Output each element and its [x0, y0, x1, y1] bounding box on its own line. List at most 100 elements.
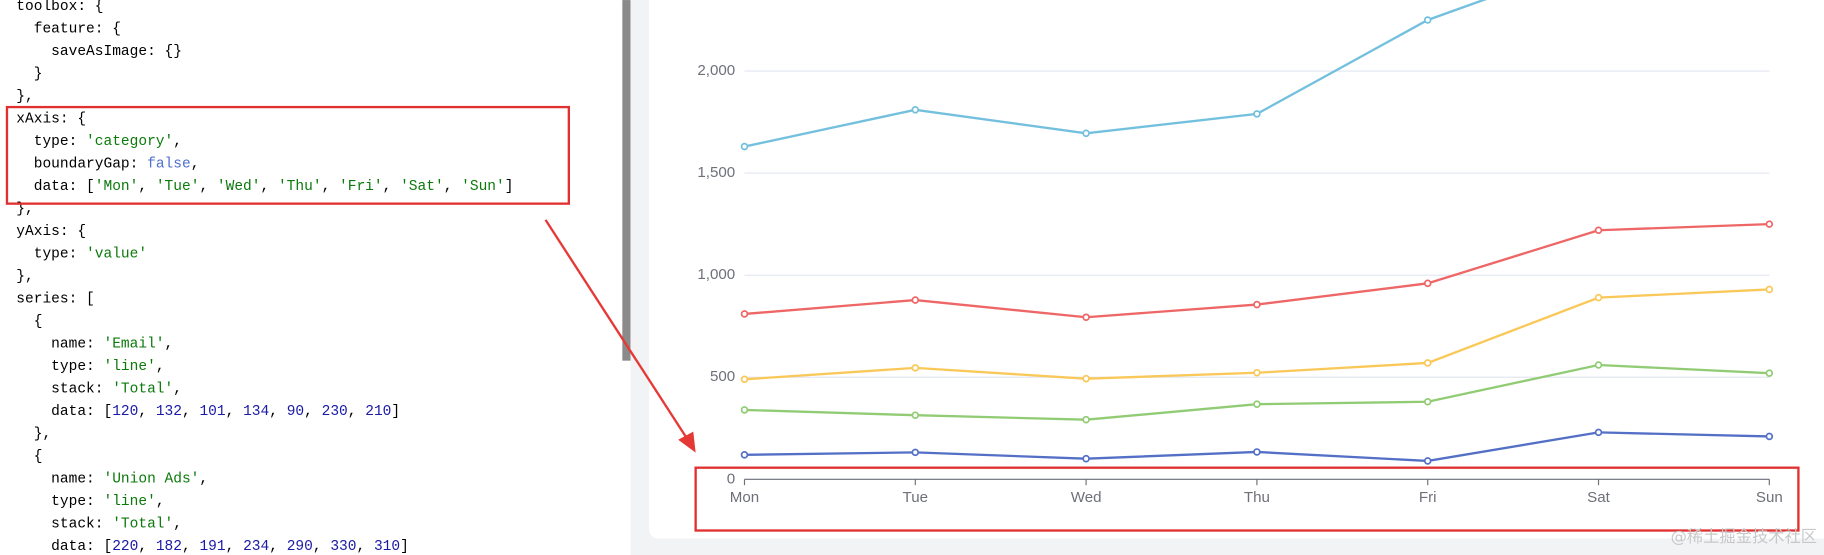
- code-token: ,: [357, 539, 374, 555]
- code-token: stack:: [16, 381, 112, 397]
- y-tick-label: 2,000: [697, 62, 735, 79]
- code-token: type:: [16, 134, 86, 150]
- code-token: {: [16, 314, 42, 330]
- data-point: [1765, 369, 1774, 377]
- data-point: [1765, 285, 1774, 294]
- code-token: 132: [156, 404, 182, 420]
- code-line: series: [: [16, 291, 94, 307]
- code-line: boundaryGap: false,: [16, 156, 199, 172]
- code-token: ,: [191, 156, 200, 172]
- x-tick-label: Thu: [1244, 489, 1270, 506]
- data-point: [1423, 457, 1432, 465]
- code-token: ,: [199, 179, 216, 195]
- data-point: [1594, 361, 1603, 369]
- code-line: yAxis: {: [16, 224, 86, 240]
- code-token: ,: [348, 404, 365, 420]
- code-token: ,: [156, 494, 165, 510]
- code-line: type: 'value': [16, 246, 147, 262]
- code-line: type: 'category',: [16, 134, 182, 150]
- data-point: [1594, 293, 1603, 302]
- code-token: false: [147, 156, 191, 172]
- code-token: ,: [304, 404, 321, 420]
- data-point: [1082, 415, 1090, 424]
- code-token: ,: [138, 179, 155, 195]
- code-token: data: [: [16, 539, 112, 555]
- code-token: name:: [16, 336, 103, 352]
- code-token: {: [16, 449, 42, 465]
- code-token: type:: [16, 246, 86, 262]
- code-token: ]: [400, 539, 409, 555]
- code-token: 'Total': [112, 516, 173, 532]
- code-token: stack:: [16, 516, 112, 532]
- code-line: toolbox: {: [16, 0, 103, 15]
- code-token: toolbox: {: [16, 0, 103, 15]
- code-token: },: [16, 269, 33, 285]
- code-token: ,: [165, 336, 174, 352]
- code-token: yAxis: {: [16, 224, 86, 240]
- code-line: data: [120, 132, 101, 134, 90, 230, 210]: [16, 404, 400, 420]
- code-token: 'Thu': [278, 179, 322, 195]
- code-line: name: 'Union Ads',: [16, 471, 208, 487]
- code-line: data: ['Mon', 'Tue', 'Wed', 'Thu', 'Fri'…: [16, 179, 513, 195]
- code-line: stack: 'Total',: [16, 381, 182, 397]
- chart-panel: [649, 0, 1824, 539]
- data-point: [1594, 428, 1603, 437]
- data-point: [911, 106, 920, 114]
- code-token: ,: [199, 471, 208, 487]
- highlight-box: [5, 105, 570, 205]
- code-token: 'Union Ads': [103, 471, 199, 487]
- code-line: data: [220, 182, 191, 234, 290, 330, 310…: [16, 539, 409, 555]
- y-tick-label: 500: [710, 368, 735, 385]
- code-line: xAxis: {: [16, 111, 86, 127]
- data-point: [1423, 16, 1432, 24]
- data-point: [1253, 448, 1261, 456]
- data-point: [1765, 220, 1774, 228]
- code-token: saveAsImage: {}: [16, 44, 182, 60]
- code-token: ,: [182, 539, 199, 555]
- scrollbar[interactable]: [622, 0, 631, 361]
- data-point: [911, 364, 920, 372]
- code-token: ,: [322, 179, 339, 195]
- x-tick-label: Tue: [903, 489, 928, 506]
- code-token: ,: [226, 539, 243, 555]
- x-tick-label: Wed: [1071, 489, 1102, 506]
- code-token: },: [16, 426, 51, 442]
- data-point: [1082, 374, 1090, 383]
- data-point: [1082, 313, 1090, 322]
- data-point: [1253, 400, 1261, 408]
- code-token: 234: [243, 539, 269, 555]
- code-token: 90: [287, 404, 304, 420]
- code-token: 'Total': [112, 381, 173, 397]
- data-point: [740, 142, 749, 151]
- data-point: [1423, 397, 1432, 406]
- code-line: }: [16, 66, 42, 82]
- x-tick-label: Sat: [1587, 489, 1610, 506]
- code-line: type: 'line',: [16, 359, 164, 375]
- data-point: [1423, 279, 1432, 288]
- data-point: [911, 411, 920, 420]
- code-token: ,: [173, 516, 182, 532]
- code-token: 'value': [86, 246, 147, 262]
- code-line: type: 'line',: [16, 494, 164, 510]
- code-token: 134: [243, 404, 269, 420]
- arrow-line: [544, 219, 688, 439]
- code-editor: [0, 0, 631, 555]
- code-line: name: 'Email',: [16, 336, 173, 352]
- code-token: ,: [182, 404, 199, 420]
- data-point: [1253, 300, 1261, 309]
- code-token: 'Tue': [156, 179, 200, 195]
- code-line: saveAsImage: {}: [16, 44, 182, 60]
- code-token: type:: [16, 359, 103, 375]
- data-point: [1253, 110, 1261, 118]
- highlight-box: [694, 466, 1800, 532]
- code-token: 290: [287, 539, 313, 555]
- code-token: data: [: [16, 404, 112, 420]
- code-token: }: [16, 66, 42, 82]
- code-line: },: [16, 89, 33, 105]
- code-token: feature: {: [16, 21, 121, 37]
- x-tick-label: Sun: [1756, 489, 1783, 506]
- y-tick-label: 1,000: [697, 266, 735, 283]
- code-token: 220: [112, 539, 138, 555]
- code-token: data: [: [16, 179, 94, 195]
